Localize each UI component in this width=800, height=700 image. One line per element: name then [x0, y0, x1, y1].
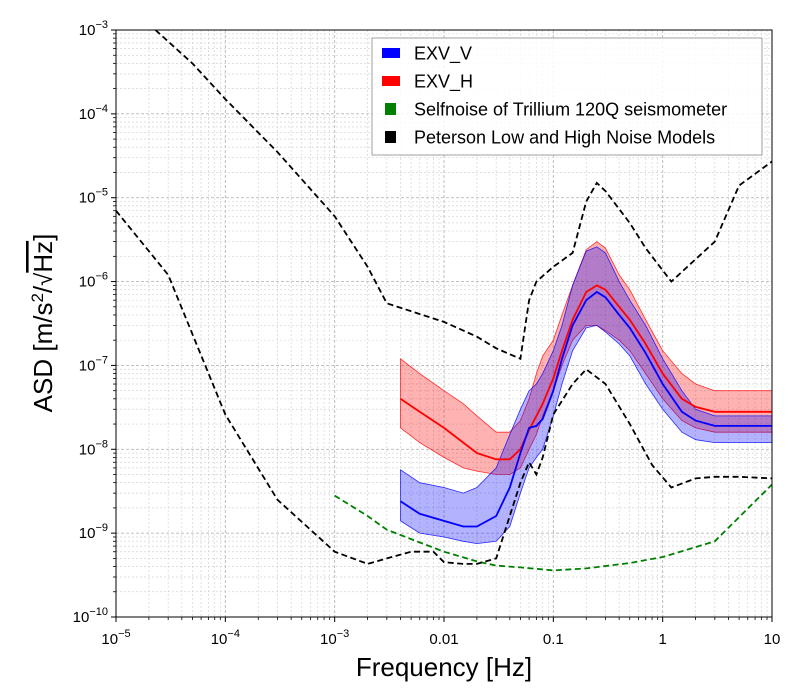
- axis-ticks: 10−5 10−4 10−3 0.01 0.1 1 10 10−10 10−9 10−8 10−7 1…: [73, 19, 781, 648]
- legend-swatch-exv-v: [382, 48, 400, 58]
- legend-label-peterson-low-and-high-noise-models: Peterson Low and High Noise Models: [414, 128, 715, 148]
- legend-label-exv-h: EXV_H: [414, 72, 473, 93]
- x-tick-label: 0.1: [543, 631, 564, 648]
- y-tick-label: 10−9: [79, 522, 108, 542]
- x-tick-label: 10−3: [320, 628, 349, 648]
- sqrt-sign: √: [31, 272, 58, 286]
- y-tick-label: 10−8: [79, 438, 108, 458]
- y-tick-label: 10−10: [73, 606, 108, 626]
- x-axis-title: Frequency [Hz]: [356, 652, 532, 682]
- y-axis-title: ASD [m/s2/√Hz]: [28, 234, 58, 413]
- series-selfnoise-of-trillium-120q-seismometer: [334, 483, 772, 572]
- series-peterson-low-noise-model: [116, 210, 772, 565]
- x-tick-label: 10−5: [101, 628, 130, 648]
- x-tick-label: 10: [764, 631, 781, 648]
- y-tick-label: 10−6: [79, 271, 108, 291]
- y-tick-label: 10−3: [79, 19, 108, 39]
- confidence-bands: [400, 241, 772, 545]
- sqrt-radicand: Hz: [28, 241, 58, 273]
- series-peterson-high-noise-model: [154, 30, 772, 361]
- legend: EXV_V EXV_H Selfnoise of Trillium 120Q sei…: [371, 37, 763, 156]
- x-tick-label: 1: [658, 631, 666, 648]
- legend-swatch-selfnoise-of-trillium-120q-seismometer: [385, 103, 396, 115]
- band-exv-v: [400, 246, 772, 545]
- series-lines: [116, 30, 772, 572]
- legend-label-selfnoise-of-trillium-120q-seismometer: Selfnoise of Trillium 120Q seismometer: [414, 100, 727, 120]
- legend-box: [371, 37, 763, 156]
- legend-swatch-peterson-low-and-high-noise-models: [385, 131, 396, 143]
- series-exv-v: [400, 290, 772, 528]
- series-exv-h: [399, 284, 772, 461]
- legend-label-exv-v: EXV_V: [414, 44, 472, 65]
- y-tick-label: 10−7: [79, 354, 108, 374]
- y-tick-label: 10−4: [79, 103, 108, 123]
- band-exv-h: [400, 241, 772, 475]
- y-tick-label: 10−5: [79, 187, 108, 207]
- x-tick-label: 10−4: [211, 628, 240, 648]
- x-tick-label: 0.01: [429, 631, 458, 648]
- legend-swatch-exv-h: [382, 76, 400, 86]
